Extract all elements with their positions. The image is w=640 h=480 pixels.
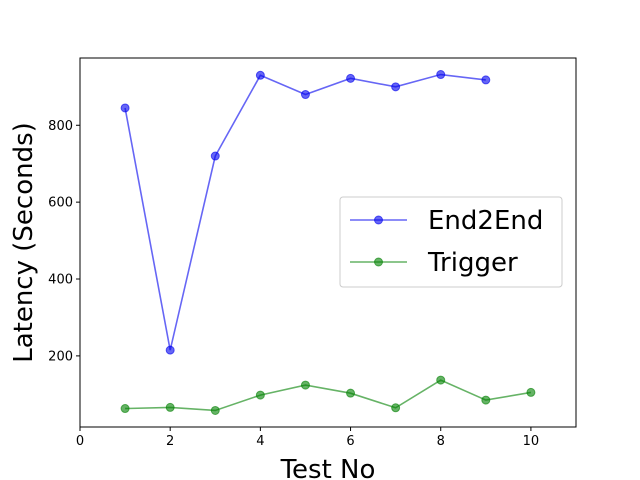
data-point [391,403,401,413]
x-axis: 0 2 4 6 8 10 [76,427,539,449]
data-point [481,395,491,405]
legend-marker [374,215,383,225]
x-tick-label: 8 [437,434,445,449]
data-point [210,151,220,161]
plot-area [120,70,536,415]
data-point [481,75,491,85]
y-tick-label: 600 [48,196,73,211]
data-point [346,388,356,398]
axes-frame [79,57,577,428]
data-point [255,70,265,80]
data-point [436,70,446,80]
y-axis: 200 400 600 800 [48,119,80,364]
data-point [120,103,130,113]
series-end2end [120,70,491,355]
data-point [391,82,401,92]
data-point [210,405,220,415]
y-tick-label: 400 [48,273,73,288]
x-tick-label: 10 [523,434,540,449]
data-point [165,402,175,412]
data-point [255,390,265,400]
legend-marker [374,257,383,267]
y-tick-label: 800 [48,119,73,134]
data-point [300,90,310,100]
legend-label: End2End [428,206,543,236]
data-point [346,73,356,83]
x-tick-label: 4 [256,434,264,449]
series-trigger [120,375,536,415]
x-tick-label: 0 [76,434,84,449]
data-point [120,404,130,414]
x-tick-label: 2 [166,434,174,449]
x-axis-title: Test No [280,455,376,480]
data-point [300,380,310,390]
legend-label: Trigger [427,248,518,278]
y-axis-title: Latency (Seconds) [9,122,39,363]
series-line [125,379,532,412]
data-point [436,375,446,385]
x-tick-label: 6 [346,434,354,449]
legend: End2End Trigger [339,196,563,288]
data-point [526,387,536,397]
data-point [165,345,175,355]
y-tick-label: 200 [48,349,73,364]
